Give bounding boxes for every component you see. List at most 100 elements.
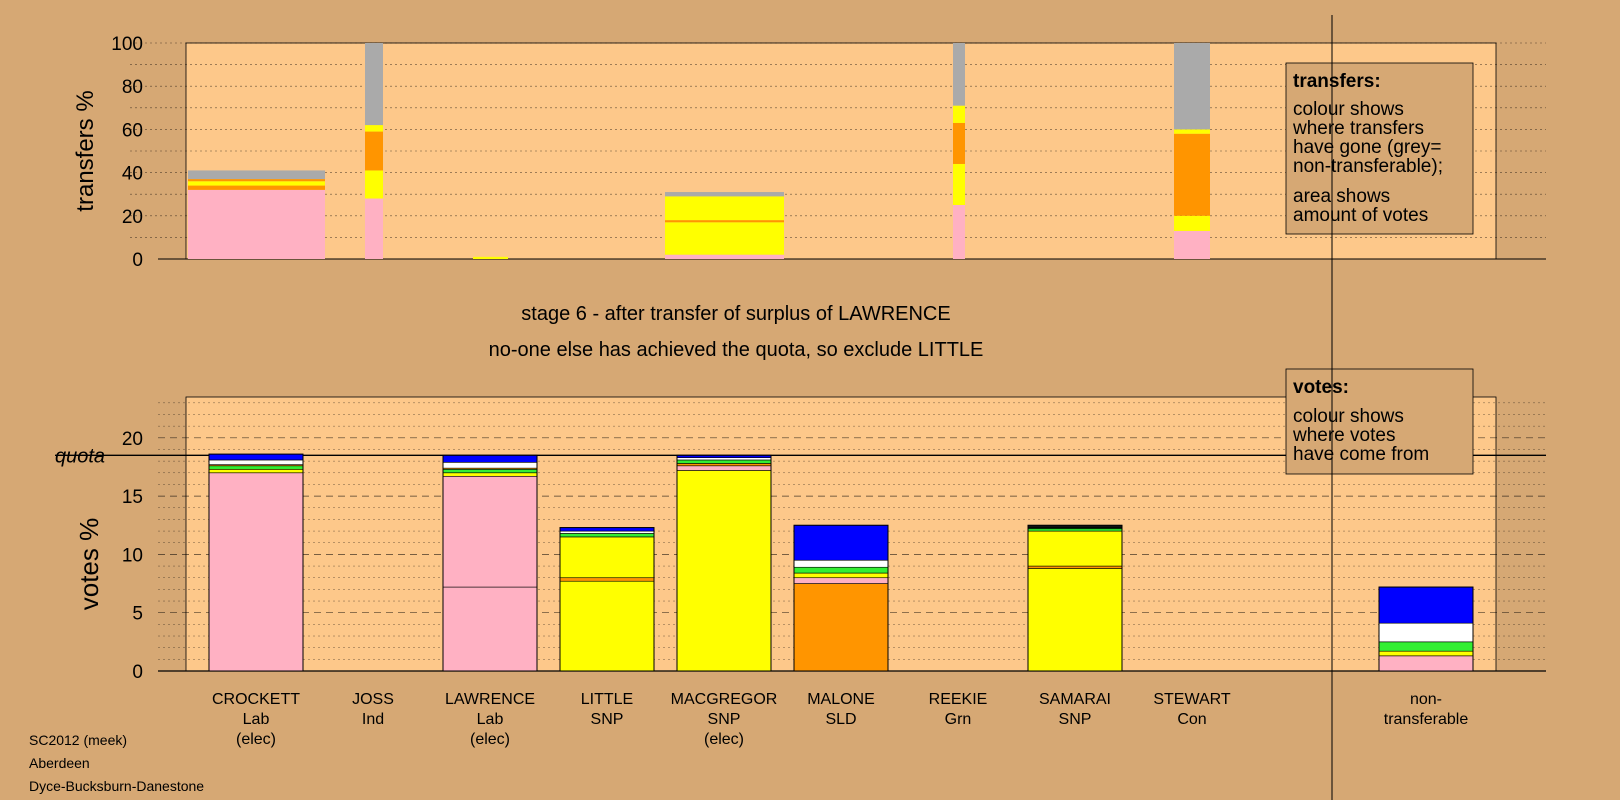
transfer-segment: [473, 256, 508, 259]
votes-legend-line: colour shows: [1293, 406, 1404, 427]
vote-segment: [1027, 565, 1123, 569]
vote-segment: [208, 453, 304, 461]
votes-tick-label: 10: [122, 545, 143, 566]
votes-legend-line: have come from: [1293, 444, 1429, 465]
vote-bar-outline: [208, 453, 304, 672]
vote-segment: [676, 470, 772, 672]
vote-bar-outline: [1027, 524, 1123, 672]
votes-axis-label: votes %: [74, 518, 104, 611]
transfer-segment: [953, 122, 965, 164]
transfers-tick-label: 0: [132, 250, 143, 271]
transfers-legend-line: area shows: [1293, 186, 1390, 207]
vote-segment: [442, 472, 538, 477]
transfers-legend-line: where transfers: [1292, 118, 1424, 139]
transfer-segment: [188, 181, 325, 186]
candidate-label: SNP: [591, 711, 624, 728]
vote-segment: [442, 475, 538, 588]
votes-tick-label: 5: [132, 604, 143, 625]
vote-segment: [208, 472, 304, 672]
transfer-segment: [188, 185, 325, 190]
votes-tick-label: 20: [122, 429, 143, 450]
vote-segment: [1378, 586, 1474, 624]
footer-ward: Dyce-Bucksburn-Danestone: [29, 778, 205, 794]
transfers-legend-line: have gone (grey=: [1293, 137, 1441, 158]
vote-segment: [676, 457, 772, 461]
vote-segment: [559, 580, 655, 672]
transfer-segment: [365, 125, 383, 132]
transfers-legend-title: transfers:: [1293, 71, 1381, 92]
transfer-segment: [1174, 43, 1210, 130]
vote-segment: [1027, 530, 1123, 567]
vote-segment: [1378, 641, 1474, 652]
candidate-label: REEKIE: [929, 691, 988, 708]
vote-segment: [208, 465, 304, 470]
candidate-label: SNP: [708, 711, 741, 728]
candidate-label: LITTLE: [581, 691, 633, 708]
vote-segment: [676, 463, 772, 467]
footer-council: Aberdeen: [29, 755, 90, 771]
votes-legend-title: votes:: [1293, 377, 1349, 398]
candidate-label: (elec): [470, 731, 510, 748]
transfer-segment: [665, 192, 784, 197]
vote-segment: [208, 459, 304, 465]
candidate-label: MACGREGOR: [671, 691, 778, 708]
transfer-segment: [365, 131, 383, 171]
vote-segment: [676, 465, 772, 471]
candidate-label: Lab: [243, 711, 270, 728]
vote-segment: [1378, 655, 1474, 672]
vote-segment: [793, 577, 889, 584]
candidate-label: (elec): [704, 731, 744, 748]
vote-bar-outline: [676, 454, 772, 672]
transfer-segment: [365, 170, 383, 199]
candidate-label: STEWART: [1153, 691, 1231, 708]
transfer-segment: [1174, 230, 1210, 259]
transfers-legend-box: [1285, 62, 1474, 235]
transfers-tick-label: 40: [122, 164, 143, 185]
vote-segment: [559, 530, 655, 534]
candidate-label: SLD: [825, 711, 856, 728]
vote-segment: [1027, 568, 1123, 672]
transfers-legend-line: colour shows: [1293, 99, 1404, 120]
candidate-label: MALONE: [807, 691, 875, 708]
candidate-label: Con: [1177, 711, 1206, 728]
candidate-label: Ind: [362, 711, 384, 728]
transfer-segment: [953, 163, 965, 205]
candidate-label: transferable: [1384, 711, 1469, 728]
vote-segment: [1378, 650, 1474, 657]
transfer-segment: [365, 43, 383, 126]
candidate-label: Lab: [477, 711, 504, 728]
transfer-segment: [1174, 129, 1210, 134]
votes-tick-label: 15: [122, 487, 143, 508]
vote-segment: [793, 572, 889, 579]
quota-label: quota: [55, 445, 105, 467]
candidate-label: LAWRENCE: [445, 691, 535, 708]
vote-segment: [793, 559, 889, 568]
candidate-label: SNP: [1059, 711, 1092, 728]
vote-segment: [559, 527, 655, 532]
votes-legend-line: where votes: [1292, 425, 1395, 446]
candidate-label: (elec): [236, 731, 276, 748]
vote-segment: [1027, 528, 1123, 532]
vote-segment: [208, 468, 304, 474]
candidate-label: JOSS: [352, 691, 394, 708]
transfer-segment: [953, 105, 965, 123]
vote-segment: [793, 524, 889, 561]
transfer-segment: [665, 220, 784, 223]
vote-segment: [442, 454, 538, 463]
transfer-segment: [188, 170, 325, 180]
transfer-segment: [665, 254, 784, 259]
votes-tick-label: 0: [132, 662, 143, 683]
transfers-tick-label: 60: [122, 120, 143, 141]
transfers-tick-label: 100: [111, 34, 143, 55]
transfers-tick-label: 20: [122, 207, 143, 228]
candidate-label: CROCKETT: [212, 691, 300, 708]
vote-segment: [676, 459, 772, 464]
vote-segment: [1378, 622, 1474, 643]
transfers-tick-label: 80: [122, 77, 143, 98]
vote-segment: [442, 461, 538, 469]
transfer-segment: [953, 43, 965, 106]
vote-segment: [793, 566, 889, 574]
candidate-label: SAMARAI: [1039, 691, 1111, 708]
footer-election: SC2012 (meek): [29, 732, 128, 748]
